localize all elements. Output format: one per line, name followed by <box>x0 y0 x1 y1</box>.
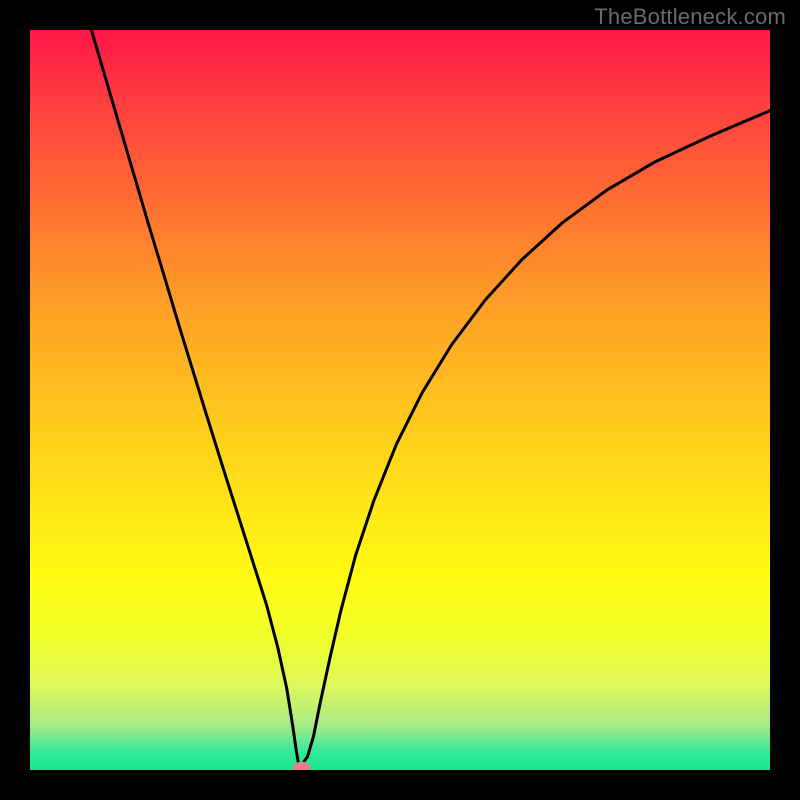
optimal-point-marker <box>293 762 311 774</box>
chart-frame: TheBottleneck.com <box>0 0 800 800</box>
bottleneck-chart <box>0 0 800 800</box>
plot-background <box>30 30 770 770</box>
